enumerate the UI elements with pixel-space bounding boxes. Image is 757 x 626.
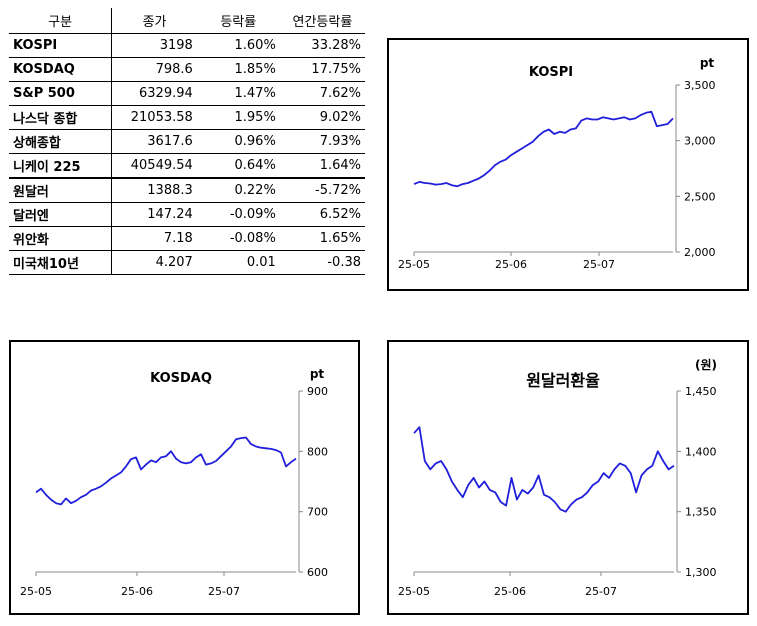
row-ytd: 1.64% xyxy=(279,153,365,179)
market-summary-table: 구분 종가 등락률 연간등락률 KOSPI 3198 1.60% 33.28% KOSD… xyxy=(9,8,365,275)
row-close: 6329.94 xyxy=(111,81,197,106)
y-tick-label: 900 xyxy=(307,385,328,398)
kospi-chart-panel: KOSPI pt 2,000 2,500 3,000 3,500 25-05 25-06 25-… xyxy=(387,38,749,291)
table-row: 상해종합 3617.6 0.96% 7.93% xyxy=(9,129,365,154)
row-ytd: 17.75% xyxy=(279,57,365,82)
y-tick-label: 600 xyxy=(307,566,328,579)
header-ytd-change: 연간등락률 xyxy=(279,8,365,34)
y-tick-label: 3,000 xyxy=(684,135,716,148)
table-row: KOSPI 3198 1.60% 33.28% xyxy=(9,33,365,58)
x-tick-label: 25-07 xyxy=(583,258,615,271)
row-change: 1.60% xyxy=(196,33,280,58)
row-name: 나스닥 종합 xyxy=(9,105,113,130)
table-row: S&P 500 6329.94 1.47% 7.62% xyxy=(9,81,365,106)
usdkrw-chart-panel: 원달러환율 (원) 1,300 1,350 1,400 1,450 25-05 25-06 25… xyxy=(387,340,749,615)
row-ytd: -5.72% xyxy=(279,177,365,203)
series-line xyxy=(35,436,297,506)
row-change: 1.47% xyxy=(196,81,280,106)
row-change: 0.96% xyxy=(196,129,280,154)
y-tick-label: 800 xyxy=(307,445,328,458)
row-ytd: 7.93% xyxy=(279,129,365,154)
row-close: 40549.54 xyxy=(111,153,197,179)
y-unit-label: pt xyxy=(700,56,715,70)
row-ytd: 6.52% xyxy=(279,202,365,227)
usdkrw-chart: 원달러환율 (원) 1,300 1,350 1,400 1,450 25-05 25-06 25… xyxy=(398,358,717,598)
row-ytd: 7.62% xyxy=(279,81,365,106)
row-change: -0.08% xyxy=(196,226,280,251)
row-ytd: 33.28% xyxy=(279,33,365,58)
y-tick-label: 1,400 xyxy=(685,445,717,458)
row-change: 1.85% xyxy=(196,57,280,82)
table-row: 나스닥 종합 21053.58 1.95% 9.02% xyxy=(9,105,365,130)
chart-title: KOSDAQ xyxy=(150,371,212,386)
row-ytd: -0.38 xyxy=(279,250,365,275)
table-body: KOSPI 3198 1.60% 33.28% KOSDAQ 798.6 1.85% 17.7… xyxy=(9,33,365,275)
kosdaq-chart: KOSDAQ pt 600 700 800 900 25-05 25-06 25-07 xyxy=(20,367,328,598)
row-close: 798.6 xyxy=(111,57,197,82)
y-unit-label: (원) xyxy=(695,358,717,372)
row-ytd: 1.65% xyxy=(279,226,365,251)
series-line xyxy=(413,426,675,513)
row-name: S&P 500 xyxy=(9,81,113,106)
row-close: 1388.3 xyxy=(111,177,197,203)
y-tick-label: 2,500 xyxy=(684,190,716,203)
header-category: 구분 xyxy=(9,8,113,34)
x-tick-label: 25-06 xyxy=(494,585,526,598)
chart-title: 원달러환율 xyxy=(526,371,600,390)
y-unit-label: pt xyxy=(310,367,325,381)
x-tick-label: 25-07 xyxy=(585,585,617,598)
table-row: 위안화 7.18 -0.08% 1.65% xyxy=(9,226,365,251)
row-name: KOSDAQ xyxy=(9,57,113,82)
row-change: 0.64% xyxy=(196,153,280,179)
y-tick-label: 3,500 xyxy=(684,79,716,92)
table-row: 니케이 225 40549.54 0.64% 1.64% xyxy=(9,153,365,179)
row-close: 4.207 xyxy=(111,250,197,275)
row-close: 147.24 xyxy=(111,202,197,227)
x-tick-label: 25-05 xyxy=(398,585,430,598)
row-name: 상해종합 xyxy=(9,129,113,154)
row-close: 3617.6 xyxy=(111,129,197,154)
row-name: 달러엔 xyxy=(9,202,113,227)
row-name: 니케이 225 xyxy=(9,153,113,179)
row-change: -0.09% xyxy=(196,202,280,227)
x-tick-label: 25-06 xyxy=(121,585,153,598)
x-tick-label: 25-05 xyxy=(20,585,52,598)
row-change: 1.95% xyxy=(196,105,280,130)
y-tick-label: 1,300 xyxy=(685,566,717,579)
row-close: 7.18 xyxy=(111,226,197,251)
y-tick-label: 1,350 xyxy=(685,506,717,519)
series-line xyxy=(413,110,674,188)
row-ytd: 9.02% xyxy=(279,105,365,130)
header-close: 종가 xyxy=(111,8,197,34)
x-tick-label: 25-05 xyxy=(398,258,430,271)
x-tick-label: 25-07 xyxy=(208,585,240,598)
header-change: 등락률 xyxy=(196,8,280,34)
table-row: 미국채10년 4.207 0.01 -0.38 xyxy=(9,250,365,275)
chart-title: KOSPI xyxy=(529,65,573,80)
table-header-row: 구분 종가 등락률 연간등락률 xyxy=(9,8,365,34)
row-name: KOSPI xyxy=(9,33,113,58)
table-row: KOSDAQ 798.6 1.85% 17.75% xyxy=(9,57,365,82)
table-row: 달러엔 147.24 -0.09% 6.52% xyxy=(9,202,365,227)
table-row: 원달러 1388.3 0.22% -5.72% xyxy=(9,177,365,203)
y-tick-label: 1,450 xyxy=(685,385,717,398)
row-change: 0.01 xyxy=(196,250,280,275)
kospi-chart: KOSPI pt 2,000 2,500 3,000 3,500 25-05 25-06 25-… xyxy=(398,56,716,271)
row-close: 21053.58 xyxy=(111,105,197,130)
row-change: 0.22% xyxy=(196,177,280,203)
y-tick-label: 2,000 xyxy=(684,246,716,259)
kosdaq-chart-panel: KOSDAQ pt 600 700 800 900 25-05 25-06 25-07 xyxy=(9,340,360,615)
row-close: 3198 xyxy=(111,33,197,58)
y-tick-label: 700 xyxy=(307,506,328,519)
row-name: 위안화 xyxy=(9,226,113,251)
x-tick-label: 25-06 xyxy=(495,258,527,271)
row-name: 미국채10년 xyxy=(9,250,113,275)
row-name: 원달러 xyxy=(9,177,113,203)
